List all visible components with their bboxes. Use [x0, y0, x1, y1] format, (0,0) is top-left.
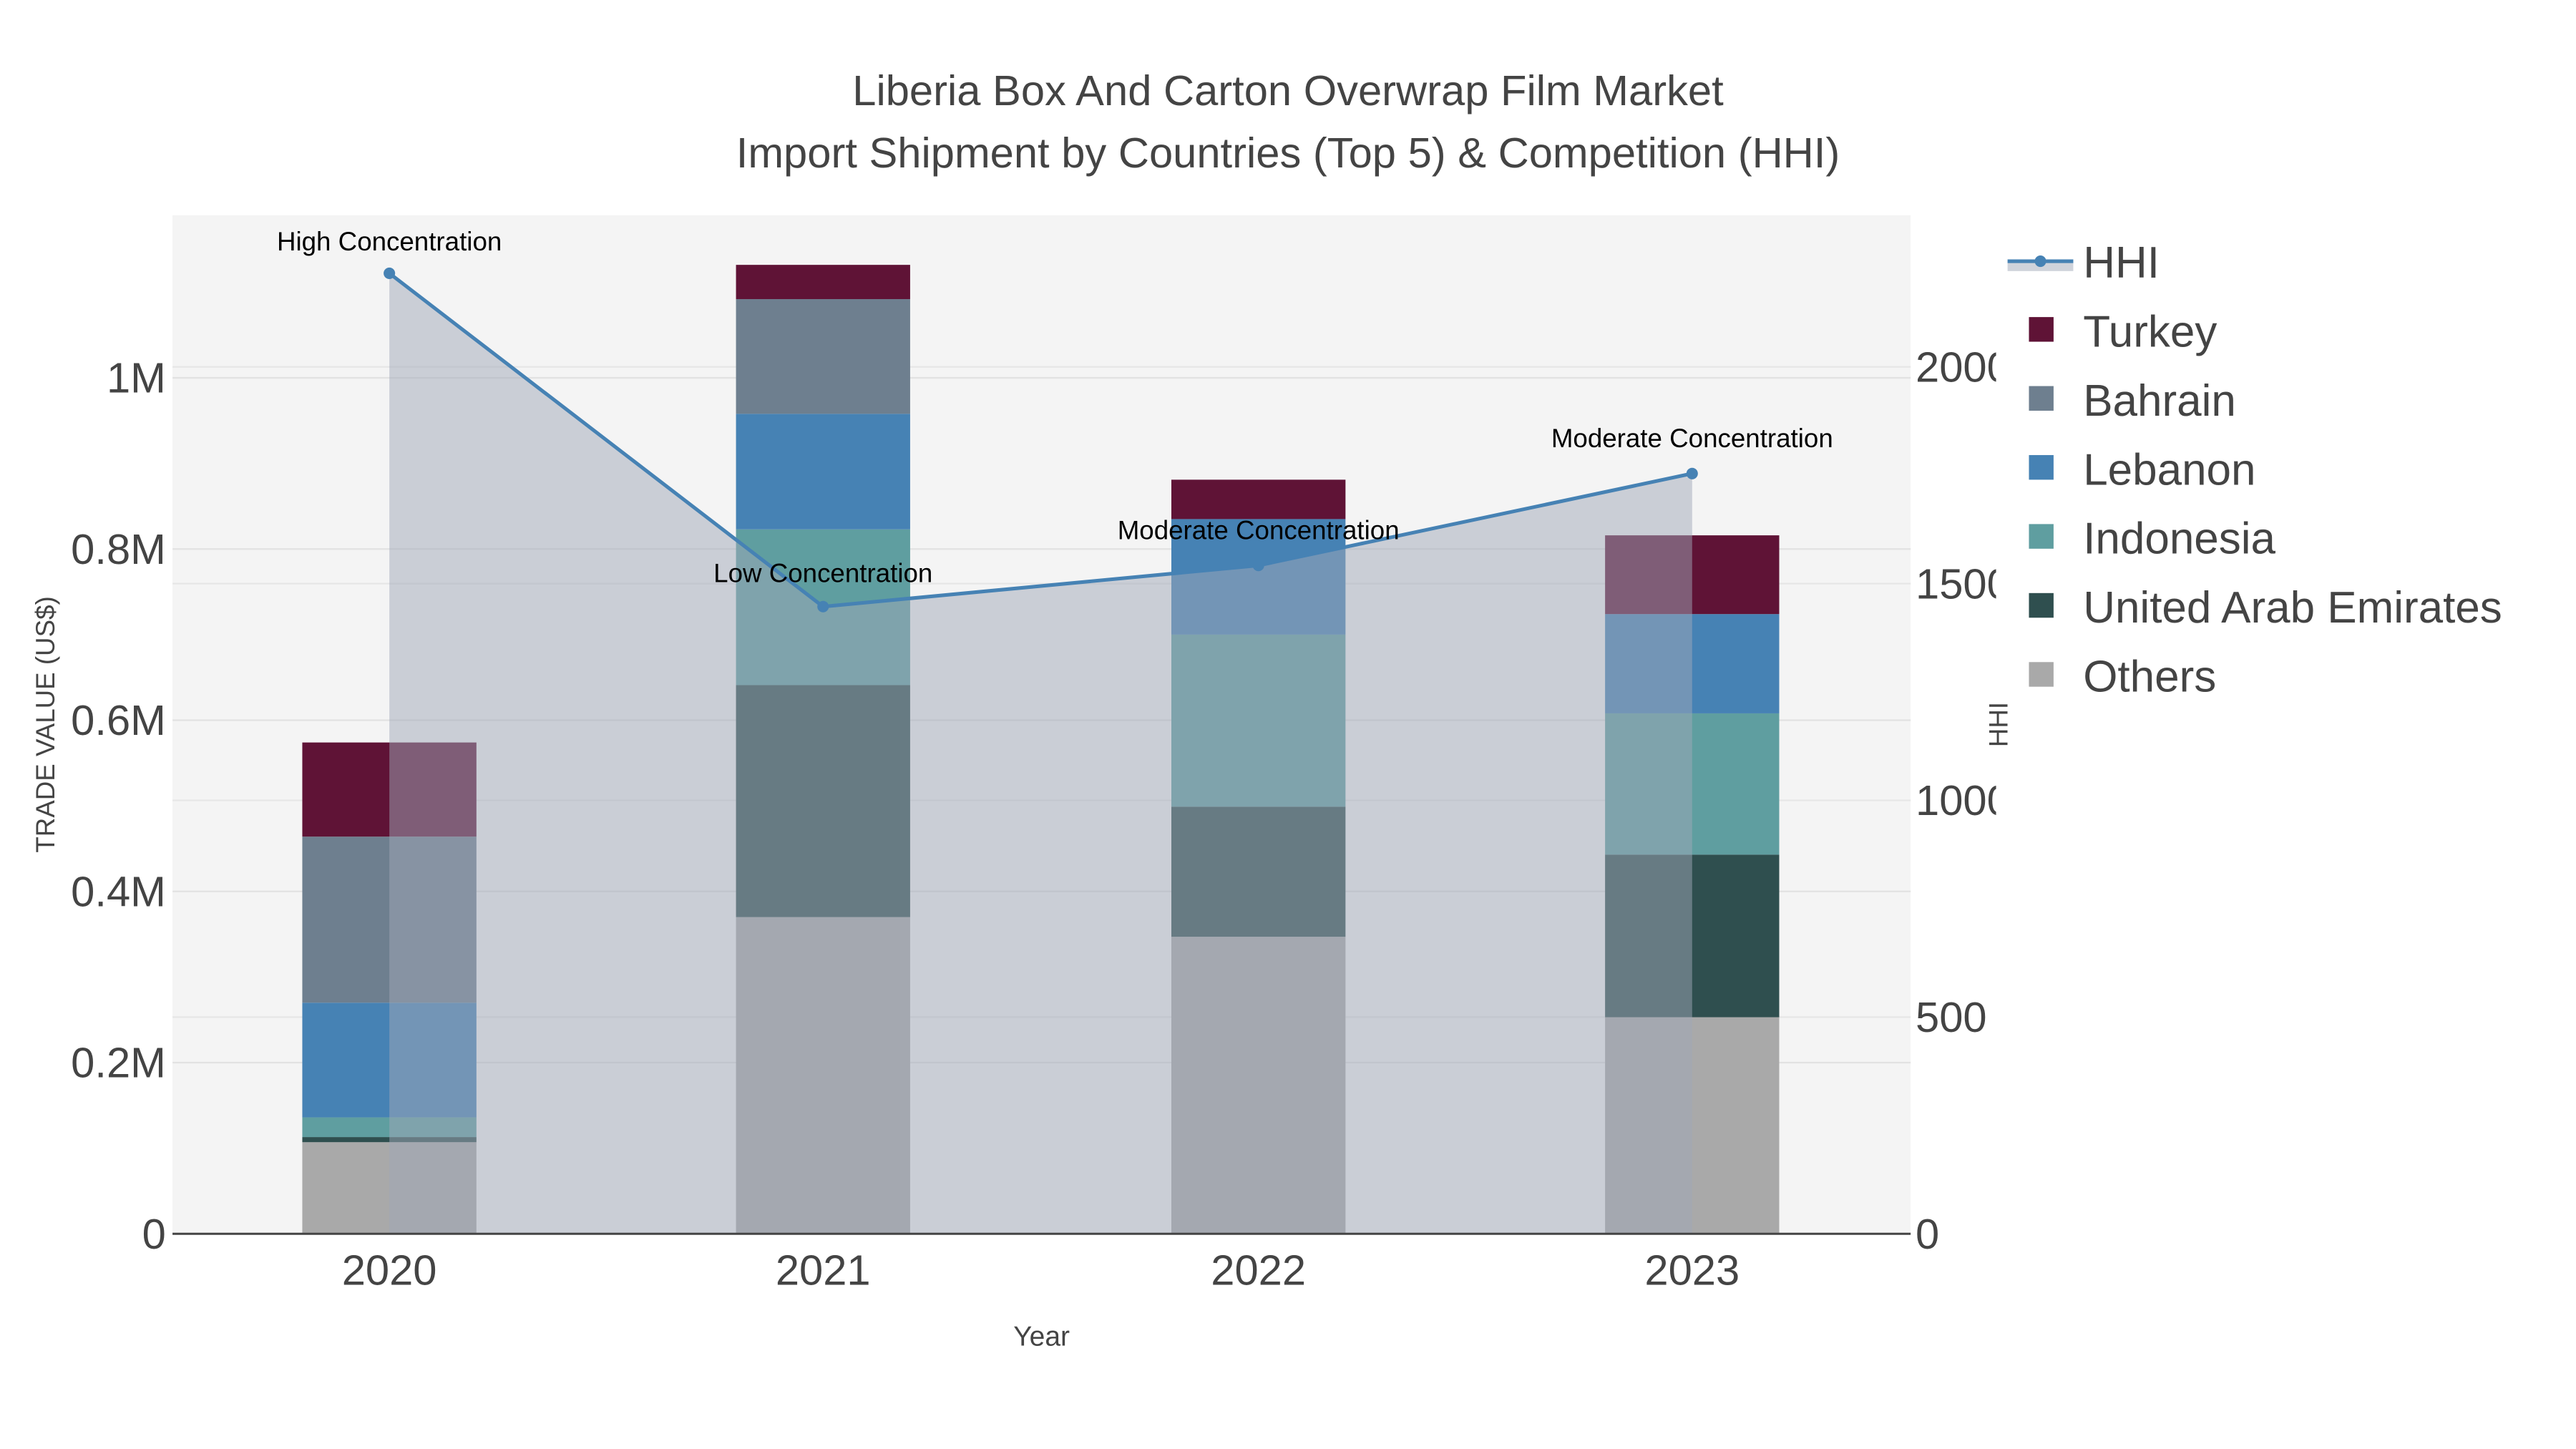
legend-swatch [2029, 662, 2054, 687]
hhi-annotation: Low Concentration [713, 558, 932, 587]
legend-label: Bahrain [2083, 376, 2236, 426]
legend-swatch [2029, 317, 2054, 342]
legend-label: Lebanon [2083, 445, 2255, 494]
bar-lebanon-2021 [736, 414, 910, 530]
legend-label: Others [2083, 653, 2216, 702]
hhi-line [388, 271, 1693, 609]
y2-tick-label: 1000 [1916, 776, 2011, 824]
y-tick-label: 0 [142, 1210, 166, 1258]
axes: 0 0.2M 0.4M 0.6M 0.8M 1M 0 500 1000 1500 2000 2020 2… [71, 215, 2013, 1294]
hhi-series: High Concentration Low Concentration Moder… [277, 227, 1833, 1234]
y2-tick-label: 1500 [1916, 560, 2011, 608]
x-axis-title: Year [1013, 1321, 1070, 1352]
chart-title-line1: Liberia Box And Carton Overwrap Film Mar… [852, 67, 1724, 114]
legend-label: Indonesia [2083, 514, 2275, 564]
legend-swatch [2029, 386, 2054, 411]
bar-bahrain-2021 [736, 298, 910, 414]
y2-tick-label: 2000 [1916, 343, 2011, 391]
y2-axis-title: HHI [1984, 702, 2014, 747]
x-tick-label: 2020 [342, 1246, 437, 1294]
y-axis-title: TRADE VALUE (US$) [31, 596, 60, 852]
y2-tick-label: 500 [1916, 993, 1987, 1041]
y-tick-label: 0.8M [71, 525, 166, 573]
hhi-point [1252, 560, 1264, 572]
hhi-point [384, 267, 396, 279]
hhi-point [1686, 467, 1698, 479]
legend-swatch [2029, 524, 2054, 549]
legend: HHI Turkey Bahrain Lebanon Indonesia United A… [2007, 238, 2502, 702]
x-tick-label: 2023 [1644, 1246, 1740, 1294]
y-tick-label: 0.2M [71, 1039, 166, 1087]
chart-title-line2: Import Shipment by Countries (Top 5) & C… [736, 129, 1840, 177]
legend-label: United Arab Emirates [2083, 583, 2502, 633]
x-tick-label: 2022 [1211, 1246, 1306, 1294]
legend-marker-hhi [2034, 255, 2046, 268]
y-tick-label: 1M [107, 354, 166, 402]
y2-tick-label: 0 [1916, 1210, 1939, 1258]
y-tick-label: 0.4M [71, 867, 166, 915]
legend-label: Turkey [2083, 307, 2217, 356]
bar-turkey-2022 [1171, 479, 1346, 519]
y2-label-clip [1996, 215, 2013, 1234]
x-tick-label: 2021 [776, 1246, 871, 1294]
hhi-annotation: High Concentration [277, 227, 502, 256]
hhi-point [817, 600, 829, 613]
hhi-area [389, 273, 1692, 1234]
hhi-annotation: Moderate Concentration [1118, 515, 1400, 545]
y-tick-label: 0.6M [71, 696, 166, 744]
legend-swatch [2029, 454, 2054, 480]
legend-swatch [2029, 592, 2054, 618]
hhi-annotation: Moderate Concentration [1551, 424, 1833, 453]
legend-label: HHI [2083, 238, 2160, 288]
bar-turkey-2021 [736, 265, 910, 299]
